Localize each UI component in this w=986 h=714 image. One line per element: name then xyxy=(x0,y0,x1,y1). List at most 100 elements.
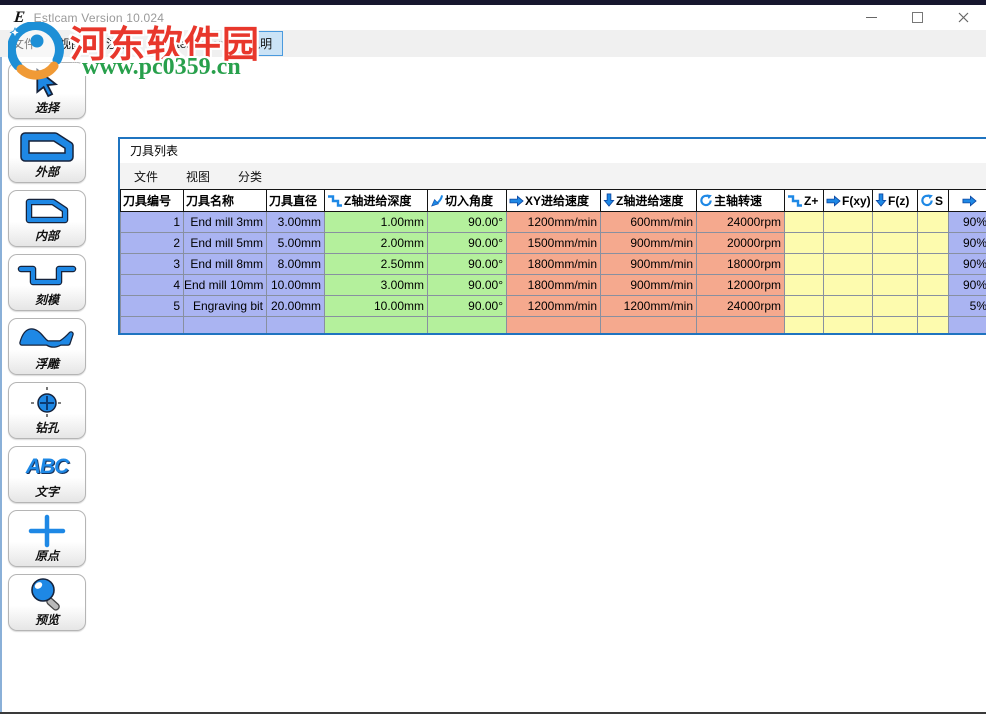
table-cell[interactable]: 90% xyxy=(948,274,986,296)
table-header-cell[interactable]: S xyxy=(917,189,949,212)
table-cell[interactable]: 18000rpm xyxy=(696,253,785,275)
table-cell[interactable]: End mill 3mm xyxy=(183,211,267,233)
table-cell[interactable] xyxy=(784,232,824,254)
table-cell[interactable]: 900mm/min xyxy=(600,253,697,275)
table-cell[interactable]: 900mm/min xyxy=(600,232,697,254)
menu-item-einstellungen[interactable]: Einstellungen xyxy=(153,36,226,51)
table-header-cell[interactable]: Z+ xyxy=(784,189,824,212)
table-cell[interactable]: 4 xyxy=(120,274,184,296)
table-header-cell[interactable]: XY进给速度 xyxy=(506,189,601,212)
table-cell[interactable]: 1 xyxy=(120,211,184,233)
table-cell[interactable] xyxy=(917,211,949,233)
table-cell[interactable]: 24000rpm xyxy=(696,295,785,317)
table-cell[interactable]: 90.00° xyxy=(427,253,507,275)
table-header-cell[interactable]: 切入角度 xyxy=(427,189,507,212)
tool-list-menu-view[interactable]: 视图 xyxy=(186,169,211,184)
table-cell[interactable]: 1200mm/min xyxy=(506,295,601,317)
table-cell[interactable]: 1800mm/min xyxy=(506,274,601,296)
table-cell[interactable] xyxy=(823,316,873,333)
sidebar-button-drill[interactable]: 钻孔 xyxy=(8,382,86,439)
table-cell[interactable] xyxy=(823,211,873,233)
table-cell[interactable] xyxy=(784,211,824,233)
table-cell[interactable] xyxy=(917,316,949,333)
table-cell[interactable]: 1800mm/min xyxy=(506,253,601,275)
table-header-cell[interactable]: 刀具名称 xyxy=(183,189,267,212)
table-cell[interactable] xyxy=(872,295,918,317)
table-cell[interactable]: 1500mm/min xyxy=(506,232,601,254)
sidebar-button-origin[interactable]: 原点 xyxy=(8,510,86,567)
table-cell[interactable]: 12000rpm xyxy=(696,274,785,296)
sidebar-button-relief[interactable]: 浮雕 xyxy=(8,318,86,375)
table-header-cell[interactable]: Z轴进给速度 xyxy=(600,189,697,212)
table-header-cell[interactable]: 主轴转速 xyxy=(696,189,785,212)
table-cell[interactable]: End mill 10mm xyxy=(183,274,267,296)
table-cell[interactable]: 900mm/min xyxy=(600,274,697,296)
table-cell[interactable]: 90% xyxy=(948,232,986,254)
table-cell[interactable] xyxy=(427,316,507,333)
table-header-cell[interactable]: F(z) xyxy=(872,189,918,212)
table-cell[interactable] xyxy=(872,232,918,254)
table-cell[interactable] xyxy=(872,274,918,296)
table-cell[interactable]: 20000rpm xyxy=(696,232,785,254)
table-cell[interactable]: 24000rpm xyxy=(696,211,785,233)
table-cell[interactable] xyxy=(872,211,918,233)
table-cell[interactable]: 90.00° xyxy=(427,274,507,296)
sidebar-button-text[interactable]: ABC 文字 xyxy=(8,446,86,503)
close-button[interactable] xyxy=(940,5,986,30)
table-header-cell[interactable]: Z轴进给深度 xyxy=(324,189,428,212)
sidebar-button-preview[interactable]: 预览 xyxy=(8,574,86,631)
menu-item-register[interactable]: 注册 xyxy=(106,37,131,51)
table-header-cell[interactable]: F(xy) xyxy=(823,189,873,212)
table-cell[interactable] xyxy=(823,253,873,275)
table-cell[interactable] xyxy=(948,316,986,333)
table-header-cell[interactable] xyxy=(948,189,986,212)
minimize-button[interactable] xyxy=(848,5,894,30)
table-cell[interactable] xyxy=(823,274,873,296)
table-cell[interactable] xyxy=(506,316,601,333)
table-cell[interactable] xyxy=(872,316,918,333)
sidebar-button-inside[interactable]: 内部 xyxy=(8,190,86,247)
menu-item-view[interactable]: 视图 xyxy=(59,37,84,51)
table-cell[interactable]: 1200mm/min xyxy=(506,211,601,233)
table-cell[interactable] xyxy=(600,316,697,333)
tool-list-menu-category[interactable]: 分类 xyxy=(238,169,263,184)
table-cell[interactable]: 2.00mm xyxy=(324,232,428,254)
table-cell[interactable] xyxy=(823,232,873,254)
sidebar-button-outside[interactable]: 外部 xyxy=(8,126,86,183)
table-cell[interactable]: 8.00mm xyxy=(266,253,325,275)
table-cell[interactable] xyxy=(324,316,428,333)
table-cell[interactable]: 90.00° xyxy=(427,211,507,233)
table-cell[interactable] xyxy=(183,316,267,333)
table-cell[interactable] xyxy=(917,274,949,296)
table-cell[interactable]: 90.00° xyxy=(427,295,507,317)
table-cell[interactable]: 3 xyxy=(120,253,184,275)
table-cell[interactable]: 1200mm/min xyxy=(600,295,697,317)
menu-item-help[interactable]: 说明 xyxy=(237,31,284,56)
table-cell[interactable] xyxy=(784,295,824,317)
table-cell[interactable] xyxy=(120,316,184,333)
menu-item-file[interactable]: 文件 xyxy=(12,37,37,51)
maximize-button[interactable] xyxy=(894,5,940,30)
table-cell[interactable] xyxy=(872,253,918,275)
table-cell[interactable]: 2.50mm xyxy=(324,253,428,275)
table-cell[interactable]: 10.00mm xyxy=(266,274,325,296)
table-cell[interactable] xyxy=(266,316,325,333)
table-cell[interactable]: 2 xyxy=(120,232,184,254)
table-cell[interactable]: 90% xyxy=(948,211,986,233)
table-cell[interactable] xyxy=(823,295,873,317)
table-cell[interactable]: 20.00mm xyxy=(266,295,325,317)
table-cell[interactable]: 1.00mm xyxy=(324,211,428,233)
table-cell[interactable]: 90% xyxy=(948,253,986,275)
table-cell[interactable]: 5 xyxy=(120,295,184,317)
table-cell[interactable] xyxy=(784,274,824,296)
table-cell[interactable]: 600mm/min xyxy=(600,211,697,233)
table-cell[interactable]: End mill 5mm xyxy=(183,232,267,254)
table-cell[interactable]: End mill 8mm xyxy=(183,253,267,275)
table-cell[interactable]: 3.00mm xyxy=(324,274,428,296)
table-cell[interactable]: 10.00mm xyxy=(324,295,428,317)
table-cell[interactable] xyxy=(784,253,824,275)
sidebar-button-engrave[interactable]: 刻模 xyxy=(8,254,86,311)
table-header-cell[interactable]: 刀具直径 xyxy=(266,189,325,212)
table-cell[interactable] xyxy=(784,316,824,333)
sidebar-button-select[interactable]: 选择 xyxy=(8,62,86,119)
